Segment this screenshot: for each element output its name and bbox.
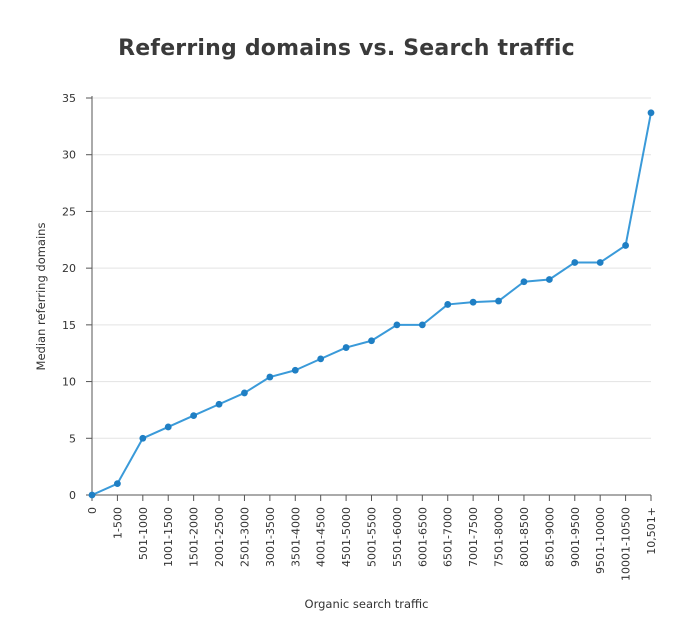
data-point (215, 400, 223, 408)
data-point (342, 344, 350, 351)
x-tick-label: 8501-9000 (543, 507, 556, 567)
y-tick-label: 25 (62, 205, 76, 218)
data-point (596, 259, 604, 266)
x-tick-label: 4501-5000 (340, 507, 353, 567)
data-point (164, 423, 172, 431)
series-line (91, 112, 652, 496)
x-tick-label: 501-1000 (137, 507, 150, 560)
y-axis-title: Median referring domains (34, 223, 48, 371)
data-point (114, 480, 121, 488)
x-tick-label: 1501-2000 (188, 507, 201, 567)
data-point (520, 278, 528, 286)
x-tick-label: 4001-4500 (315, 507, 328, 567)
x-tick-label: 2001-2500 (213, 507, 226, 567)
data-point (291, 366, 299, 374)
data-point (190, 412, 198, 419)
chart-title: Referring domains vs. Search traffic (118, 36, 575, 61)
x-tick-label: 9501-10000 (594, 507, 607, 574)
y-tick-label: 30 (62, 149, 76, 162)
x-tick-label: 8001-8500 (518, 507, 531, 567)
y-tick-label: 5 (69, 432, 76, 445)
x-tick-label: 7001-7500 (467, 507, 480, 567)
y-tick-label: 0 (69, 489, 76, 502)
x-tick-label: 3501-4000 (289, 507, 302, 567)
data-point (393, 321, 401, 329)
data-point (571, 259, 579, 266)
x-tick-label: 10,501+ (645, 507, 658, 555)
y-tick-label: 20 (62, 262, 76, 275)
x-axis-title: Organic search traffic (305, 597, 429, 611)
x-tick-label: 5001-5500 (366, 507, 379, 567)
data-point (647, 109, 655, 117)
data-point (495, 297, 502, 305)
y-tick-label: 15 (62, 319, 76, 332)
data-point (418, 321, 426, 329)
y-tick-label: 35 (62, 92, 76, 105)
x-tick-label: 9001-9500 (569, 507, 582, 567)
data-point (368, 337, 375, 345)
data-point (469, 298, 477, 306)
x-tick-label: 3001-3500 (264, 507, 277, 567)
x-tick-label: 7501-8000 (493, 507, 506, 567)
data-point (545, 276, 553, 283)
x-tick-label: 0 (86, 507, 99, 514)
x-tick-label: 6001-6500 (416, 507, 429, 567)
x-tick-label: 5501-6000 (391, 507, 404, 567)
data-point (241, 389, 248, 397)
x-tick-label: 6501-7000 (442, 507, 455, 567)
y-tick-label: 10 (62, 376, 76, 389)
data-point (317, 355, 325, 363)
data-point (622, 242, 629, 249)
x-tick-label: 1-500 (111, 507, 124, 539)
data-point (139, 434, 147, 442)
data-point (88, 491, 96, 499)
x-tick-label: 1001-1500 (162, 507, 175, 567)
x-tick-label: 10001-10500 (620, 507, 633, 581)
x-tick-label: 2501-3000 (238, 507, 251, 567)
data-point (266, 373, 274, 381)
data-point (444, 301, 452, 308)
